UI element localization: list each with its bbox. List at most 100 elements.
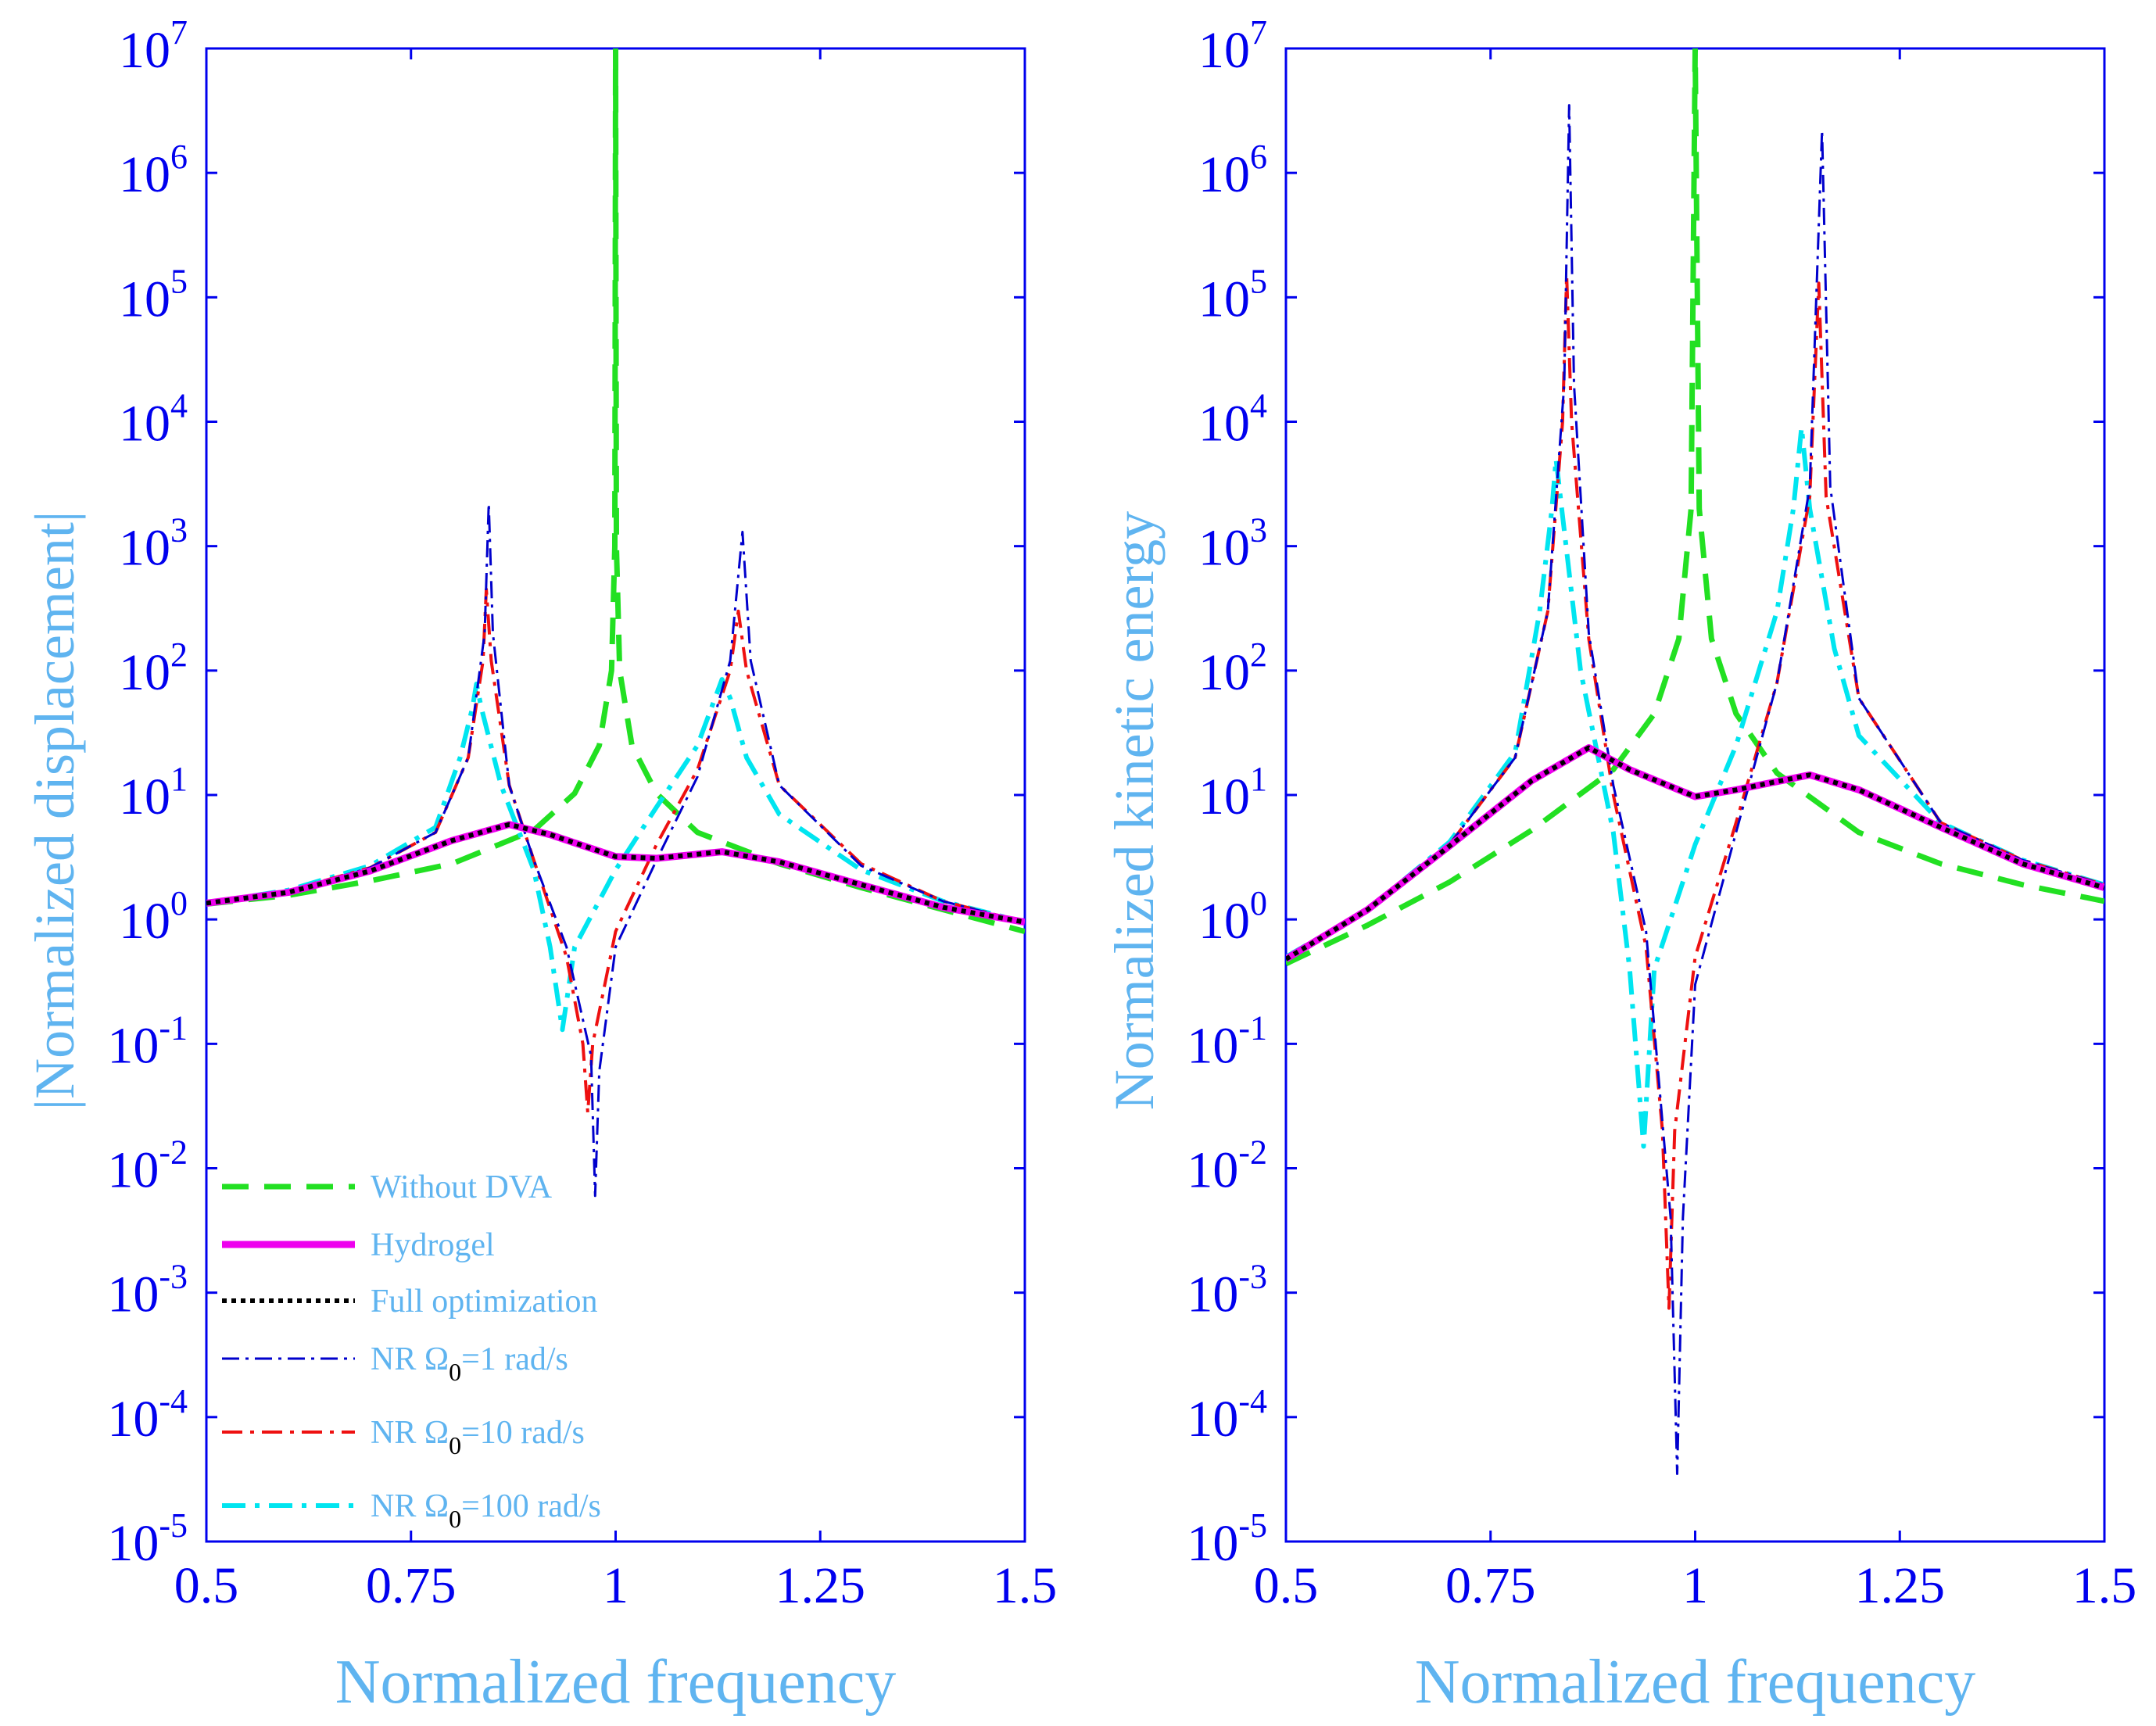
y-tick-base: 10 bbox=[119, 768, 170, 825]
x-axis-label: Normalized frequency bbox=[1415, 1648, 1975, 1717]
legend-text-main: Full optimization bbox=[371, 1284, 598, 1320]
y-tick-label: 10-2 bbox=[1187, 1133, 1267, 1199]
y-tick-label: 106 bbox=[1198, 138, 1267, 203]
y-tick-exponent: -2 bbox=[1238, 1133, 1267, 1172]
y-tick-base: 10 bbox=[1198, 270, 1250, 328]
y-tick-base: 10 bbox=[119, 146, 170, 203]
legend-text-main: Without DVA bbox=[371, 1169, 553, 1205]
y-tick-base: 10 bbox=[119, 270, 170, 328]
y-tick-exponent: 6 bbox=[170, 138, 188, 176]
y-tick-label: 10-2 bbox=[107, 1133, 188, 1199]
y-tick-label: 107 bbox=[119, 13, 188, 79]
series-line-nr100 bbox=[1286, 424, 2104, 1149]
x-tick-label: 0.5 bbox=[1254, 1557, 1319, 1614]
y-tick-base: 10 bbox=[1198, 22, 1250, 79]
y-tick-label: 101 bbox=[1198, 760, 1267, 825]
y-tick-exponent: 0 bbox=[1250, 884, 1267, 922]
legend-text-rest: =10 rad/s bbox=[461, 1415, 585, 1451]
series-line-hydrogel bbox=[1286, 744, 2104, 962]
legend-text-main: NR Ω bbox=[371, 1415, 449, 1451]
y-tick-exponent: -1 bbox=[159, 1008, 188, 1047]
series-line-hydrogel bbox=[206, 821, 1025, 926]
y-tick-base: 10 bbox=[1198, 396, 1250, 453]
y-tick-label: 101 bbox=[119, 760, 188, 825]
x-tick-label: 0.5 bbox=[174, 1557, 239, 1614]
series-group bbox=[206, 48, 1025, 1198]
legend-subscript: 0 bbox=[449, 1431, 461, 1459]
y-tick-label: 104 bbox=[119, 387, 188, 453]
y-tick-label: 10-1 bbox=[107, 1008, 188, 1074]
y-tick-exponent: 3 bbox=[170, 511, 188, 550]
y-tick-base: 10 bbox=[119, 520, 170, 577]
y-tick-exponent: -5 bbox=[159, 1506, 188, 1545]
y-tick-base: 10 bbox=[1198, 768, 1250, 825]
y-tick-label: 100 bbox=[119, 884, 188, 950]
y-tick-exponent: -4 bbox=[1238, 1382, 1267, 1420]
legend-text-rest: =100 rad/s bbox=[461, 1488, 601, 1524]
y-tick-label: 103 bbox=[1198, 511, 1267, 577]
y-tick-exponent: 1 bbox=[170, 760, 188, 798]
x-tick-label: 1.25 bbox=[1855, 1557, 1946, 1614]
legend: Without DVA Hydrogel Full optimization NR Ω… bbox=[222, 1169, 601, 1533]
y-tick-base: 10 bbox=[119, 893, 170, 950]
y-tick-label: 105 bbox=[119, 262, 188, 328]
y-tick-label: 10-5 bbox=[107, 1506, 188, 1572]
x-tick-label: 1 bbox=[603, 1557, 629, 1614]
y-tick-base: 10 bbox=[107, 1391, 159, 1448]
y-tick-base: 10 bbox=[1187, 1017, 1238, 1074]
y-tick-base: 10 bbox=[107, 1515, 159, 1572]
x-tick-label: 0.75 bbox=[366, 1557, 457, 1614]
y-tick-label: 10-3 bbox=[107, 1258, 188, 1323]
y-axis-label: |Normalized displacement| bbox=[23, 511, 86, 1111]
y-tick-label: 10-1 bbox=[1187, 1008, 1267, 1074]
y-tick-exponent: 5 bbox=[1250, 262, 1267, 300]
y-tick-base: 10 bbox=[107, 1017, 159, 1074]
y-tick-label: 100 bbox=[1198, 884, 1267, 950]
series-line-without-dva bbox=[206, 48, 1025, 934]
series-line-nr100 bbox=[206, 677, 1025, 1033]
y-tick-base: 10 bbox=[1198, 146, 1250, 203]
y-tick-label: 105 bbox=[1198, 262, 1267, 328]
y-tick-base: 10 bbox=[1198, 520, 1250, 577]
y-tick-label: 10-3 bbox=[1187, 1258, 1267, 1323]
series-line-full-opt bbox=[1286, 745, 2104, 961]
x-tick-label: 1 bbox=[1682, 1557, 1708, 1614]
y-tick-exponent: 4 bbox=[170, 387, 188, 425]
legend-label: Full optimization bbox=[371, 1284, 598, 1320]
legend-text-main: NR Ω bbox=[371, 1341, 449, 1377]
y-tick-base: 10 bbox=[1198, 644, 1250, 701]
legend-text-main: Hydrogel bbox=[371, 1227, 495, 1263]
x-tick-label: 0.75 bbox=[1445, 1557, 1536, 1614]
legend-label: NR Ω0=1 rad/s bbox=[371, 1341, 568, 1386]
series-group bbox=[1286, 48, 2104, 1475]
y-tick-exponent: -5 bbox=[1238, 1506, 1267, 1545]
legend-label: NR Ω0=10 rad/s bbox=[371, 1415, 585, 1459]
series-line-nr1 bbox=[206, 502, 1025, 1198]
legend-label: NR Ω0=100 rad/s bbox=[371, 1488, 601, 1533]
legend-text-main: NR Ω bbox=[371, 1488, 449, 1524]
y-tick-base: 10 bbox=[1187, 1391, 1238, 1448]
series-line-full-opt bbox=[206, 822, 1025, 925]
y-tick-label: 106 bbox=[119, 138, 188, 203]
y-tick-base: 10 bbox=[107, 1142, 159, 1199]
y-tick-exponent: 6 bbox=[1250, 138, 1267, 176]
y-tick-exponent: 7 bbox=[1250, 13, 1267, 52]
y-tick-exponent: -4 bbox=[159, 1382, 188, 1420]
legend-text-rest: =1 rad/s bbox=[461, 1341, 568, 1377]
legend-label: Without DVA bbox=[371, 1169, 553, 1205]
y-tick-exponent: 3 bbox=[1250, 511, 1267, 550]
y-tick-exponent: -2 bbox=[159, 1133, 188, 1172]
y-tick-base: 10 bbox=[1187, 1142, 1238, 1199]
series-line-nr10 bbox=[1286, 274, 2104, 1310]
legend-subscript: 0 bbox=[449, 1358, 461, 1386]
y-tick-exponent: 4 bbox=[1250, 387, 1267, 425]
legend-subscript: 0 bbox=[449, 1505, 461, 1533]
x-tick-label: 1.5 bbox=[993, 1557, 1058, 1614]
y-tick-base: 10 bbox=[119, 396, 170, 453]
y-tick-base: 10 bbox=[1198, 893, 1250, 950]
y-tick-label: 102 bbox=[119, 636, 188, 701]
y-tick-label: 10-5 bbox=[1187, 1506, 1267, 1572]
series-line-without-dva bbox=[1286, 48, 2104, 967]
y-tick-label: 107 bbox=[1198, 13, 1267, 79]
